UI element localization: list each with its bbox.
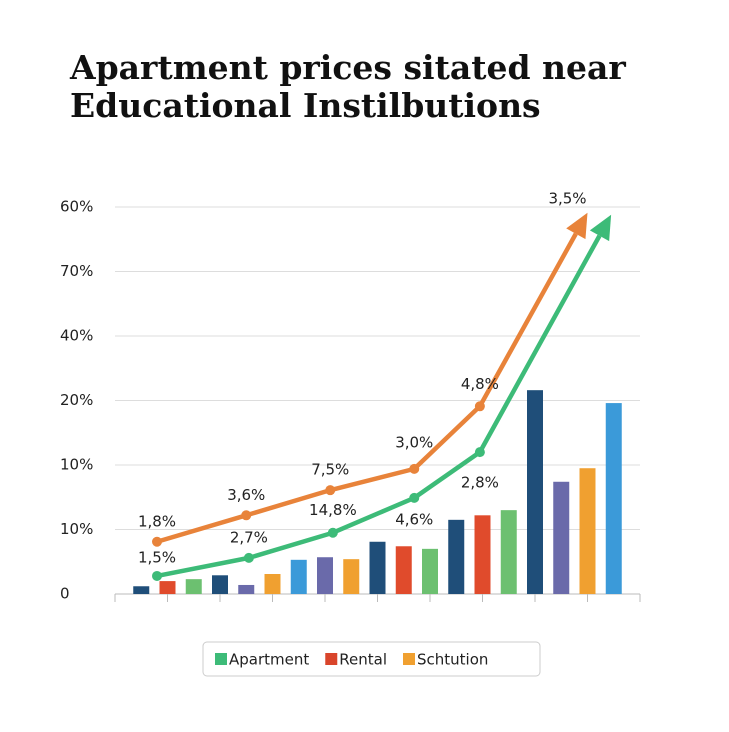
data-label: 4,8%	[461, 375, 499, 393]
point	[409, 463, 420, 474]
data-label: 3,6%	[227, 486, 265, 504]
data-label: 3,0%	[395, 433, 433, 451]
bar	[395, 546, 412, 594]
y-tick-label: 0	[60, 585, 70, 603]
bar	[343, 559, 360, 594]
bar	[500, 510, 517, 594]
bar	[133, 586, 150, 594]
legend-swatch	[325, 653, 338, 665]
bar	[238, 584, 255, 594]
y-tick-label: 10%	[60, 520, 93, 538]
y-tick-label: 20%	[60, 391, 93, 409]
y-tick-label: 70%	[60, 262, 93, 280]
arrowhead	[566, 212, 588, 240]
point	[325, 485, 336, 496]
data-label: 14,8%	[309, 501, 357, 519]
chart-title: Educational Instilbutions	[70, 86, 541, 125]
bar	[527, 390, 543, 594]
data-label: 2,7%	[230, 528, 268, 546]
point	[243, 552, 254, 563]
bar	[579, 468, 596, 594]
data-label: 7,5%	[311, 461, 349, 479]
point	[152, 570, 162, 581]
bar	[185, 579, 202, 594]
bar	[369, 541, 386, 594]
bar	[605, 403, 622, 594]
bar	[553, 481, 570, 594]
point	[327, 527, 338, 538]
y-tick-label: 10%	[60, 456, 93, 474]
data-label: 2,8%	[461, 474, 499, 492]
line-series	[156, 234, 602, 579]
data-label: 3,5%	[548, 189, 586, 207]
chart-title: Apartment prices sitated near	[69, 48, 626, 87]
point	[409, 492, 420, 503]
bar	[422, 548, 438, 594]
data-label: 1,8%	[138, 512, 176, 530]
bar	[290, 559, 307, 594]
arrowhead	[589, 214, 612, 242]
point	[241, 510, 252, 521]
legend-label: Apartment	[229, 651, 309, 669]
legend-label: Schtution	[417, 651, 488, 669]
line-series	[156, 232, 578, 544]
point	[474, 447, 485, 458]
point	[152, 536, 162, 547]
bar	[159, 581, 176, 594]
y-tick-label: 60%	[60, 198, 93, 216]
bar	[317, 557, 333, 594]
data-label: 4,6%	[395, 510, 433, 528]
bar	[212, 575, 228, 594]
bar	[474, 515, 491, 594]
bar	[448, 519, 465, 594]
data-label: 1,5%	[138, 548, 176, 566]
legend-box	[202, 641, 541, 677]
legend-swatch	[403, 653, 415, 665]
legend-swatch	[215, 653, 227, 665]
legend-label: Rental	[339, 651, 387, 669]
y-tick-label: 40%	[60, 327, 93, 345]
point	[474, 401, 485, 412]
bar	[264, 574, 281, 594]
